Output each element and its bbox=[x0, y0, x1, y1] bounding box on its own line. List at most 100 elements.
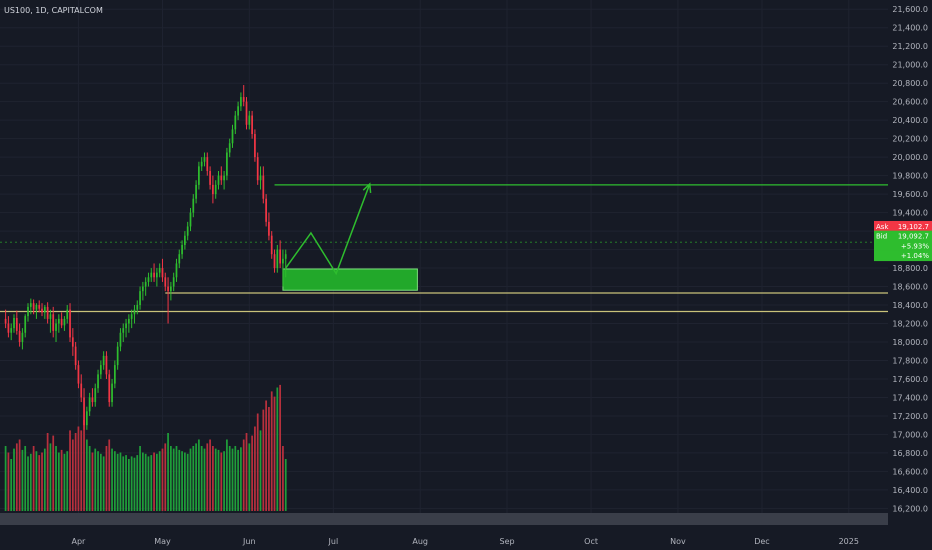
volume-bar bbox=[144, 453, 147, 511]
volume-bar bbox=[4, 446, 7, 511]
symbol-label: US100, 1D, CAPITALCOM bbox=[4, 6, 103, 15]
candle-body bbox=[43, 306, 46, 313]
volume-bar bbox=[74, 433, 77, 511]
x-tick-label: 2025 bbox=[839, 537, 859, 546]
candle-body bbox=[144, 281, 147, 287]
volume-bar bbox=[43, 448, 46, 511]
volume-bar bbox=[108, 439, 111, 511]
candle-body bbox=[66, 309, 69, 319]
candle-body bbox=[125, 323, 127, 329]
volume-bar bbox=[85, 439, 88, 511]
horizontal-levels[interactable] bbox=[0, 184, 888, 313]
volume-bar bbox=[172, 448, 175, 511]
y-tick-label: 20,400.0 bbox=[892, 116, 928, 125]
x-tick-label: Nov bbox=[670, 537, 686, 546]
demand-zone[interactable] bbox=[282, 268, 418, 291]
y-tick-label: 18,800.0 bbox=[892, 264, 928, 273]
price-tag-label: Ask bbox=[876, 223, 889, 231]
price-tag-value: +1.04% bbox=[901, 252, 929, 260]
candle-body bbox=[265, 198, 267, 222]
volume-bar bbox=[256, 413, 259, 511]
y-tick-label: 17,800.0 bbox=[892, 356, 928, 365]
projection-path[interactable] bbox=[285, 182, 372, 276]
volume-bar bbox=[156, 453, 158, 511]
candle-body bbox=[156, 272, 158, 278]
candle-body bbox=[99, 365, 102, 375]
volume-bar bbox=[245, 433, 248, 511]
candle-body bbox=[200, 161, 203, 167]
candle-body bbox=[136, 305, 139, 310]
volume-bar bbox=[212, 446, 214, 511]
candle-body bbox=[279, 249, 281, 264]
candle-body bbox=[57, 318, 60, 324]
volume-bar bbox=[186, 453, 189, 511]
volume-bar bbox=[125, 455, 127, 511]
time-axis: Apr May Jun Jul Aug Sep Oct Nov Dec 2025 bbox=[72, 537, 859, 546]
volume-bar bbox=[113, 451, 116, 511]
candle-body bbox=[240, 97, 242, 107]
volume-bar bbox=[209, 439, 211, 511]
candle-body bbox=[21, 332, 24, 342]
volume-bar bbox=[184, 452, 186, 511]
price-tag bbox=[874, 230, 932, 242]
candle-body bbox=[139, 291, 141, 306]
y-tick-label: 21,000.0 bbox=[892, 61, 928, 70]
price-tag bbox=[874, 220, 932, 232]
volume-bars bbox=[4, 384, 287, 511]
volume-bar bbox=[195, 443, 197, 511]
volume-bar bbox=[133, 457, 136, 511]
candle-body bbox=[69, 309, 71, 338]
volume-bar bbox=[63, 453, 66, 511]
candle-body bbox=[97, 374, 99, 389]
candle-body bbox=[256, 157, 259, 181]
y-tick-label: 17,000.0 bbox=[892, 430, 928, 439]
candle-body bbox=[206, 157, 209, 171]
volume-bar bbox=[24, 446, 27, 511]
volume-bar bbox=[234, 446, 237, 511]
candle-body bbox=[71, 337, 74, 347]
candle-body bbox=[127, 318, 130, 324]
volume-bar bbox=[18, 439, 21, 511]
price-axis-panel[interactable] bbox=[889, 0, 932, 550]
volume-bar bbox=[242, 439, 245, 511]
price-axis: 16,200.0 16,400.0 16,600.0 16,800.0 17,000.0… bbox=[892, 5, 928, 513]
volume-bar bbox=[240, 447, 242, 511]
volume-bar bbox=[41, 452, 43, 511]
candle-body bbox=[273, 254, 276, 269]
candle-body bbox=[161, 268, 164, 278]
volume-bar bbox=[52, 435, 55, 511]
volume-bar bbox=[97, 451, 99, 511]
volume-bar bbox=[29, 453, 32, 511]
time-axis-scrollbar[interactable] bbox=[0, 513, 888, 525]
volume-bar bbox=[231, 448, 234, 511]
volume-bar bbox=[226, 439, 228, 511]
y-tick-label: 18,400.0 bbox=[892, 301, 928, 310]
candle-body bbox=[209, 171, 211, 185]
candle-body bbox=[212, 184, 214, 195]
candle-body bbox=[175, 263, 178, 278]
volume-bar bbox=[141, 452, 144, 511]
candle-body bbox=[251, 115, 253, 135]
candle-body bbox=[41, 308, 43, 313]
volume-bar bbox=[273, 396, 276, 511]
candle-body bbox=[150, 272, 153, 278]
volume-bar bbox=[178, 449, 181, 511]
volume-bar bbox=[198, 439, 200, 511]
volume-bar bbox=[200, 446, 203, 511]
volume-bar bbox=[259, 430, 262, 511]
candle-body bbox=[52, 314, 55, 331]
volume-bar bbox=[49, 443, 52, 511]
volume-bar bbox=[99, 453, 102, 511]
projection-line bbox=[285, 183, 371, 276]
volume-bar bbox=[158, 451, 161, 511]
volume-bar bbox=[270, 391, 273, 511]
candle-body bbox=[108, 374, 111, 403]
volume-bar bbox=[175, 446, 178, 511]
volume-bar bbox=[77, 426, 80, 511]
volume-bar bbox=[80, 430, 83, 511]
volume-bar bbox=[262, 409, 265, 511]
candle-body bbox=[186, 226, 189, 236]
volume-bar bbox=[27, 456, 29, 511]
